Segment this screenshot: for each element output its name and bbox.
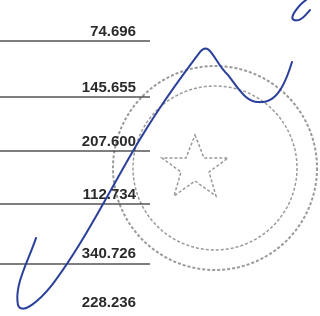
- amount: 145.655: [82, 79, 136, 96]
- scanned-document: 74.696 145.655 207.600 112.734 340.726 2…: [0, 0, 318, 316]
- amount: 207.600: [82, 133, 136, 150]
- amount: 340.726: [82, 245, 136, 262]
- amount-column: 74.696 145.655 207.600 112.734 340.726 2…: [82, 23, 137, 311]
- amount: 228.236: [82, 294, 136, 311]
- ruled-lines: [0, 41, 150, 264]
- body: 74.696 145.655 207.600 112.734 340.726 2…: [0, 0, 318, 316]
- amount: 112.734: [83, 186, 137, 203]
- signature: [17, 0, 310, 309]
- amount: 74.696: [90, 23, 136, 40]
- seal-star: [162, 135, 228, 196]
- page: {"rows": [ {"amount": "74.696"}, {"amoun…: [0, 0, 320, 316]
